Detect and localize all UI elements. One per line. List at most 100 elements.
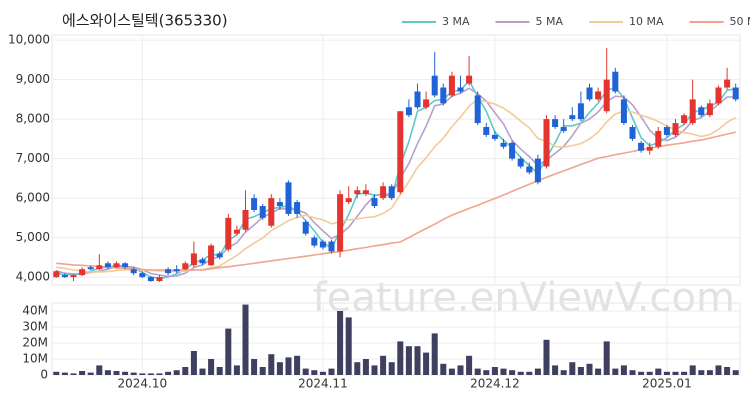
candle-body (500, 142, 507, 147)
y-tick-label: 4,000 (16, 270, 50, 284)
candle-body (646, 146, 653, 151)
candle-body (388, 186, 395, 199)
candle-body (491, 134, 498, 139)
candle-body (509, 142, 516, 159)
candle-body (302, 221, 309, 234)
price-panel (51, 34, 741, 286)
ma-line (56, 79, 736, 280)
volume-bar (517, 371, 524, 375)
candle-body (113, 263, 120, 268)
candle-body (61, 275, 68, 278)
x-tick-label: 2024.10 (117, 377, 167, 391)
volume-tick-label: 0 (40, 368, 48, 382)
candle-body (595, 91, 602, 100)
y-tick-label: 10,000 (8, 33, 50, 47)
candle-body (87, 267, 94, 270)
legend-label: 10 MA (629, 15, 664, 28)
y-tick-label: 9,000 (16, 72, 50, 86)
candle-body (534, 158, 541, 183)
candle-body (681, 115, 688, 124)
volume-bar (53, 371, 60, 375)
candle-body (276, 202, 283, 207)
candle-body (337, 194, 344, 252)
candle-body (242, 209, 249, 230)
x-tick-label: 2024.11 (298, 377, 348, 391)
volume-bar (569, 362, 576, 375)
candle-body (96, 265, 103, 270)
volume-bar (397, 341, 404, 375)
legend-label: 3 MA (442, 15, 470, 28)
volume-bar (706, 370, 713, 375)
volume-bar (225, 328, 232, 375)
candle-body (251, 198, 258, 210)
volume-bar (337, 311, 344, 375)
volume-bar (483, 370, 490, 375)
volume-bar (362, 359, 369, 375)
legend-label: 50 MA (730, 15, 750, 28)
candle-body (165, 269, 172, 274)
candle-body (182, 263, 189, 270)
volume-bar (663, 371, 670, 375)
volume-bar (466, 355, 473, 375)
volume-bar (431, 333, 438, 375)
volume-bar (165, 371, 172, 375)
candle-body (698, 107, 705, 116)
candle-body (448, 75, 455, 96)
volume-bar (552, 365, 559, 375)
volume-bar (87, 372, 94, 375)
volume-bar (70, 373, 77, 375)
candle-body (405, 107, 412, 116)
candle-body (199, 259, 206, 264)
volume-bar (440, 363, 447, 375)
candle-body (294, 202, 301, 214)
volume-bar (724, 367, 731, 375)
candle-body (354, 190, 361, 195)
candle-body (577, 103, 584, 120)
candle-body (603, 79, 610, 112)
candle-body (483, 127, 490, 135)
y-tick-label: 7,000 (16, 151, 50, 165)
candle-body (380, 186, 387, 199)
volume-bar (294, 355, 301, 375)
volume-bar (491, 367, 498, 375)
volume-bar (190, 351, 197, 375)
candle-body (104, 263, 111, 268)
candle-body (130, 269, 137, 274)
volume-bar (405, 346, 412, 375)
chart-title: 에스와이스틸텍(365330) (62, 12, 228, 30)
candle-body (672, 123, 679, 135)
volume-bar (130, 372, 137, 375)
volume-bar (543, 339, 550, 375)
volume-bar (672, 371, 679, 375)
candle-body (319, 241, 326, 248)
candle-body (543, 119, 550, 167)
volume-bar (354, 362, 361, 375)
volume-bar (689, 365, 696, 375)
candle-body (457, 87, 464, 92)
candle-body (311, 237, 318, 246)
volume-bar (646, 371, 653, 375)
candle-body (208, 245, 215, 266)
volume-bar (216, 367, 223, 375)
volume-bar (182, 367, 189, 375)
volume-bar (285, 357, 292, 375)
volume-bar (251, 359, 258, 375)
candle-body (612, 71, 619, 92)
volume-bar (414, 346, 421, 375)
candle-body (122, 263, 129, 268)
volume-bar (122, 371, 129, 375)
volume-bar (681, 371, 688, 375)
watermark: feature.enViewV.com (313, 275, 735, 321)
candle-body (431, 75, 438, 96)
x-tick-label: 2025.01 (642, 377, 692, 391)
volume-bar (595, 368, 602, 375)
y-tick-label: 6,000 (16, 191, 50, 205)
candle-body (715, 87, 722, 104)
candle-body (586, 87, 593, 100)
volume-bar (500, 368, 507, 375)
volume-tick-label: 30M (22, 320, 48, 334)
volume-bar (96, 365, 103, 375)
candle-body (53, 271, 60, 278)
